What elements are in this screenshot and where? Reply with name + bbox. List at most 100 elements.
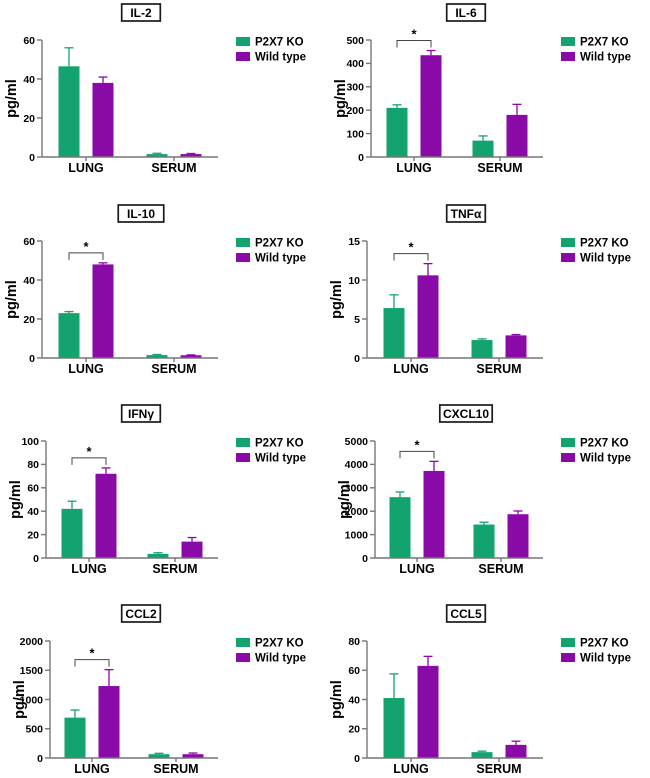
legend-swatch-wt [561,52,575,61]
chart-tnf: 0 5 10 15 LUNG SERUM pg/ml * TNFα P2X7 KO Wild typ… [329,204,631,376]
legend-swatch-wt [561,453,575,462]
legend-label-wt: Wild type [580,653,631,665]
bar-ko-serum [472,140,494,157]
y-axis-title: pg/ml [12,680,28,719]
bar-wt-serum [505,335,527,358]
y-tick-label: 40 [27,506,39,518]
legend-label-ko: P2X7 KO [255,238,304,250]
bar-ko-lung [383,698,405,758]
bar-ko-lung [389,497,411,558]
category-label-serum: SERUM [476,762,521,776]
y-tick-label: 20 [348,724,360,736]
significance-star: * [89,646,95,661]
bar-ko-serum [148,754,170,758]
y-tick-label: 500 [346,35,364,47]
chart-title-box [445,604,487,623]
significance-star: * [414,437,420,452]
category-label-serum: SERUM [477,161,522,175]
y-tick-label: 40 [23,74,35,86]
bar-ko-serum [473,524,495,558]
y-tick-label: 80 [348,636,360,648]
category-label-lung: LUNG [393,762,428,776]
y-tick-label: 20 [23,314,35,326]
y-tick-label: 200 [346,105,364,117]
legend-swatch-wt [561,253,575,262]
y-tick-label: 60 [348,665,360,677]
bar-ko-lung [58,313,80,358]
legend-label-ko: P2X7 KO [255,438,304,450]
chart-title: CCL2 [125,607,157,621]
y-axis-title: pg/ml [329,280,345,319]
chart-title: IL-10 [127,207,155,221]
category-label-lung: LUNG [393,362,428,376]
chart-il6: 0 100 200 300 400 500 LUNG SERUM pg/ml * IL-6 P2X7 … [333,3,631,175]
y-tick-label: 60 [27,483,39,495]
chart-title-box [120,404,162,423]
chart-ifn: 0 20 40 60 80 100 LUNG SERUM pg/ml * IFNγ P2X7 KO Wi… [8,404,306,576]
legend-label-ko: P2X7 KO [580,638,629,650]
chart-title-box [438,404,494,423]
bar-wt-lung [423,470,445,558]
y-tick-label: 20 [23,113,35,125]
y-tick-label: 300 [346,82,364,94]
legend-swatch-ko [236,37,250,46]
chart-title: IFNγ [128,407,154,421]
legend-swatch-wt [236,52,250,61]
bar-wt-lung [420,55,442,157]
y-tick-label: 0 [362,553,368,565]
bar-ko-serum [471,340,493,358]
legend-label-wt: Wild type [255,253,306,265]
bar-wt-serum [505,744,527,758]
y-tick-label: 15 [348,236,360,248]
y-tick-label: 60 [23,236,35,248]
chart-panel-il2: 0 20 40 60 LUNG SERUM pg/ml IL-2 P2X7 KO Wild typ… [0,0,325,195]
y-tick-label: 2000 [345,506,369,518]
y-tick-label: 0 [354,753,360,765]
legend-swatch-ko [561,638,575,647]
bar-ko-serum [146,154,168,157]
bar-wt-serum [506,114,528,157]
legend-swatch-wt [561,653,575,662]
chart-panel-ccl2: 0 500 1000 1500 2000 LUNG SERUM pg/ml * CCL2 P2X7 … [0,585,325,778]
y-tick-label: 40 [23,275,35,287]
legend-swatch-ko [561,438,575,447]
y-tick-label: 4000 [345,459,369,471]
y-tick-label: 1500 [20,665,44,677]
category-label-lung: LUNG [396,161,431,175]
y-tick-label: 0 [29,152,35,164]
category-label-serum: SERUM [151,161,196,175]
bar-ko-serum [146,355,168,358]
category-label-serum: SERUM [476,362,521,376]
chart-title: IL-2 [130,6,152,20]
significance-bracket [71,457,107,465]
bar-wt-serum [507,514,529,558]
significance-star: * [86,444,92,459]
category-label-lung: LUNG [74,762,109,776]
significance-star: * [408,240,414,255]
bar-wt-serum [182,754,204,758]
significance-bracket [399,450,435,459]
y-tick-label: 0 [354,353,360,365]
bar-ko-lung [58,66,80,157]
legend-label-ko: P2X7 KO [580,37,629,49]
chart-title-box [445,3,487,22]
chart-panel-il6: 0 100 200 300 400 500 LUNG SERUM pg/ml * IL-6 P2X7 … [325,0,650,195]
y-tick-label: 0 [29,353,35,365]
chart-panel-tnf: 0 5 10 15 LUNG SERUM pg/ml * TNFα P2X7 KO Wild typ… [325,195,650,390]
legend-swatch-wt [236,453,250,462]
bar-ko-lung [64,717,86,758]
y-tick-label: 0 [33,553,39,565]
chart-panel-il10: 0 20 40 60 LUNG SERUM pg/ml * IL-10 P2X7 KO Wild t… [0,195,325,390]
legend-label-ko: P2X7 KO [255,37,304,49]
significance-bracket [396,40,432,48]
chart-il10: 0 20 40 60 LUNG SERUM pg/ml * IL-10 P2X7 KO Wild t… [4,204,306,376]
chart-title-box [117,204,165,223]
legend-swatch-ko [236,438,250,447]
legend-swatch-ko [236,638,250,647]
category-label-serum: SERUM [478,562,523,576]
y-tick-label: 100 [21,436,39,448]
y-tick-label: 80 [27,459,39,471]
y-axis-title: pg/ml [4,280,20,319]
y-tick-label: 400 [346,58,364,70]
